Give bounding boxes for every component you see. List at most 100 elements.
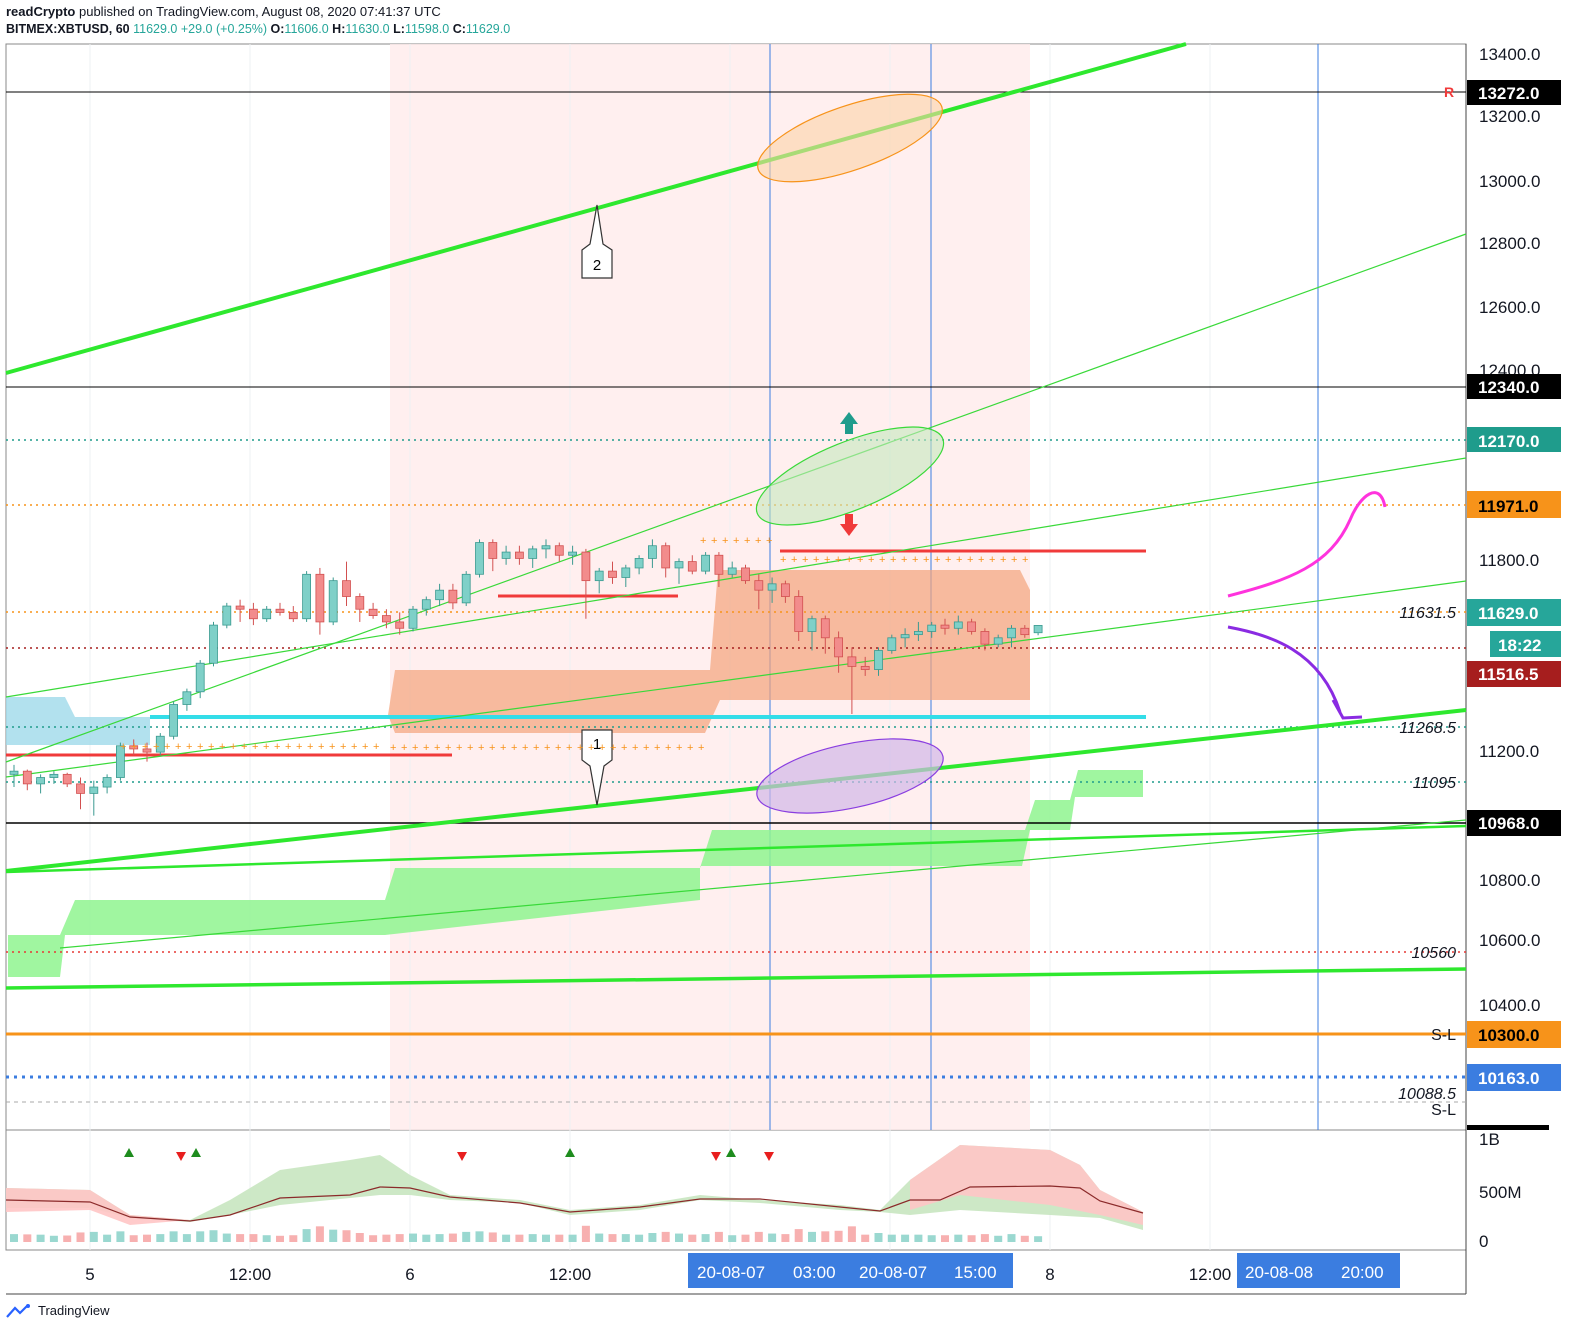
orange-marker: + — [945, 554, 951, 566]
low-value: 11598.0 — [404, 22, 450, 36]
resistance-cloud — [388, 570, 1030, 733]
publisher-name[interactable]: readCrypto — [6, 4, 76, 19]
orange-marker: + — [824, 554, 830, 566]
support-cloud — [6, 697, 150, 745]
candle — [275, 608, 285, 613]
volume-bar — [329, 1229, 338, 1242]
candle — [395, 621, 405, 629]
time-highlight: 03:00 — [793, 1263, 836, 1282]
time-highlight: 20-08-07 — [697, 1263, 765, 1282]
candle — [993, 637, 1003, 645]
candle — [381, 615, 391, 623]
price-label-10968: 10968.0 — [1478, 814, 1539, 833]
price-tick: 10600.0 — [1479, 931, 1540, 950]
high-value: 11630.0 — [345, 22, 390, 36]
brand-name[interactable]: TradingView — [38, 1303, 110, 1318]
volume-bar — [1034, 1236, 1043, 1242]
line-label: 11095 — [1413, 775, 1456, 792]
candle — [129, 745, 139, 750]
volume-axis[interactable]: 1B 500M 0 — [1467, 1125, 1549, 1251]
candle — [528, 548, 538, 559]
volume-bar — [608, 1234, 617, 1242]
line-label: S-L — [1431, 1027, 1456, 1044]
candle — [182, 691, 192, 705]
volume-bar — [502, 1234, 511, 1242]
volume-bar — [941, 1235, 949, 1242]
price-label-11516: 11516.5 — [1478, 665, 1539, 684]
tradingview-logo-icon[interactable] — [6, 1303, 32, 1318]
orange-marker: + — [1000, 554, 1006, 566]
high-label: H: — [332, 22, 346, 36]
candle — [953, 621, 963, 629]
time-tick: 12:00 — [1189, 1265, 1232, 1284]
orange-marker: + — [340, 741, 346, 753]
orange-marker: + — [533, 742, 539, 754]
volume-bar — [954, 1234, 963, 1242]
volume-bar — [1020, 1235, 1029, 1242]
volume-bar — [435, 1234, 444, 1242]
volume-pane-frame — [5, 1129, 1467, 1251]
volume-tick: 500M — [1479, 1183, 1522, 1202]
time-tick: 12:00 — [229, 1265, 272, 1284]
volume-bar — [581, 1225, 590, 1242]
volume-bar — [714, 1231, 723, 1242]
price-change: +29.0 (+0.25%) — [180, 22, 268, 36]
bearish-path-arrow — [1227, 625, 1342, 713]
candle — [940, 624, 950, 629]
volume-bar — [688, 1234, 697, 1242]
volume-bar — [847, 1226, 856, 1242]
volume-bar — [595, 1233, 604, 1242]
orange-marker: + — [978, 554, 984, 566]
orange-marker: + — [153, 741, 159, 753]
callout-1[interactable] — [581, 729, 613, 806]
volume-bar — [315, 1226, 324, 1242]
orange-marker: + — [879, 554, 885, 566]
candle — [235, 605, 245, 610]
candle — [169, 704, 179, 737]
volume-bar — [861, 1234, 870, 1242]
time-highlights[interactable]: 20-08-07 03:00 20-08-07 15:00 20-08-08 2… — [688, 1253, 1400, 1288]
highlight-ellipse-green — [755, 426, 945, 526]
volume-bars — [10, 1225, 1043, 1242]
candle — [1007, 627, 1016, 639]
orange-marker: + — [329, 741, 335, 753]
volume-bar — [129, 1235, 138, 1242]
symbol-name[interactable]: BITMEX:XBTUSD, 60 — [6, 22, 130, 36]
orange-marker: + — [868, 554, 874, 566]
price-label-boxes[interactable]: 13272.0 12340.0 12170.0 11971.0 11629.0 … — [1467, 80, 1561, 1091]
orange-marker: + — [511, 742, 517, 754]
callout-2[interactable] — [581, 204, 613, 279]
orange-marker: + — [263, 741, 269, 753]
orange-marker: + — [285, 741, 291, 753]
orange-marker: + — [577, 742, 583, 754]
volume-bar — [661, 1231, 670, 1242]
candle — [887, 637, 897, 651]
orange-marker: + — [780, 554, 786, 566]
price-tick: 12600.0 — [1479, 298, 1540, 317]
volume-bar — [236, 1234, 245, 1242]
candle — [687, 561, 697, 572]
orange-marker: + — [362, 741, 368, 753]
bullish-path-arrow — [1227, 491, 1387, 598]
candlestick-series — [9, 539, 1043, 816]
price-axis[interactable]: 13400.0 13200.0 13000.0 12800.0 12600.0 … — [1479, 45, 1540, 1015]
orange-marker: + — [923, 554, 929, 566]
volume-bar — [728, 1235, 737, 1242]
candle — [222, 605, 232, 626]
volume-bar — [262, 1235, 271, 1242]
volume-bar — [342, 1230, 351, 1242]
orange-marker: + — [610, 742, 616, 754]
volume-bar — [914, 1234, 923, 1242]
time-axis[interactable]: 5 12:00 6 12:00 8 12:00 — [85, 1265, 1231, 1284]
callout-2-label: 2 — [593, 257, 601, 274]
volume-bar — [808, 1231, 816, 1242]
candle — [541, 545, 551, 550]
orange-marker: + — [846, 554, 852, 566]
volume-bar — [648, 1233, 657, 1242]
orange-marker: + — [456, 742, 462, 754]
volume-bar — [781, 1234, 790, 1242]
open-value: 11606.0 — [284, 22, 329, 36]
volume-bar — [369, 1235, 378, 1242]
green-band-2 — [385, 770, 1143, 935]
